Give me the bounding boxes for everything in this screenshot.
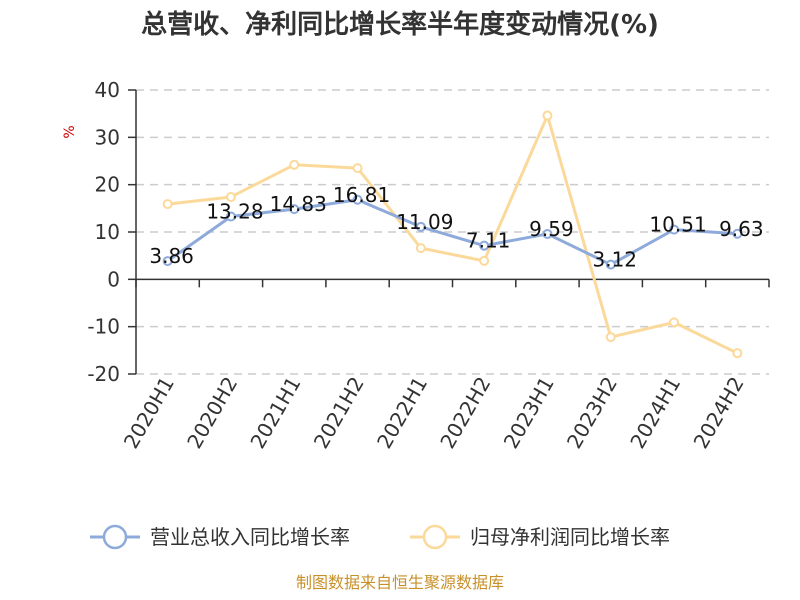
y-axis-label: % bbox=[62, 125, 78, 138]
y-tick-label-5: -10 bbox=[87, 315, 120, 339]
x-tick-label-0: 2020H1 bbox=[119, 373, 179, 453]
x-tick-label-4: 2022H1 bbox=[372, 373, 432, 453]
data-point-1-6 bbox=[542, 110, 553, 121]
gridlines bbox=[136, 89, 769, 375]
legend-marker-0 bbox=[102, 524, 128, 550]
x-tick-label-5: 2022H2 bbox=[435, 373, 495, 453]
data-point-1-7 bbox=[605, 332, 616, 343]
legend-item-0: 营业总收入同比增长率 bbox=[90, 524, 350, 550]
data-point-1-8 bbox=[669, 317, 680, 328]
data-point-0-8 bbox=[669, 224, 680, 235]
data-point-0-9 bbox=[732, 228, 743, 239]
data-point-0-0 bbox=[162, 256, 173, 267]
chart-title: 总营收、净利同比增长率半年度变动情况(%) bbox=[141, 9, 659, 40]
data-point-0-3 bbox=[352, 194, 363, 205]
legend-item-1: 归母净利润同比增长率 bbox=[410, 524, 670, 550]
y-tick-label-2: 20 bbox=[95, 173, 120, 197]
x-tick-label-2: 2021H1 bbox=[245, 373, 305, 453]
legend: 营业总收入同比增长率 归母净利润同比增长率 bbox=[90, 524, 670, 550]
y-tick-labels: 40 30 20 10 0 -10 -20 bbox=[87, 78, 136, 386]
x-tick-label-8: 2024H1 bbox=[625, 373, 685, 453]
y-tick-label-6: -20 bbox=[87, 362, 120, 386]
y-tick-label-4: 0 bbox=[107, 267, 120, 291]
data-label-4: 11.09 bbox=[396, 210, 453, 234]
series-line-0 bbox=[166, 198, 738, 267]
y-tick-label-3: 10 bbox=[95, 220, 120, 244]
data-point-0-5 bbox=[479, 240, 490, 251]
data-point-1-0 bbox=[162, 199, 173, 210]
data-point-1-4 bbox=[415, 243, 426, 254]
source-text: 制图数据来自恒生聚源数据库 bbox=[296, 573, 504, 592]
data-label-1: 13.28 bbox=[206, 199, 263, 223]
legend-label-1: 归母净利润同比增长率 bbox=[470, 525, 670, 549]
x-tick-labels: 2020H1 2020H2 2021H1 2021H2 2022H1 2022H2 2023… bbox=[119, 373, 749, 453]
data-label-9: 9.63 bbox=[719, 217, 764, 241]
x-tick-label-3: 2021H2 bbox=[309, 373, 369, 453]
data-point-0-1 bbox=[225, 211, 236, 222]
legend-label-0: 营业总收入同比增长率 bbox=[150, 525, 350, 549]
series-1 bbox=[162, 110, 743, 359]
x-tick-label-1: 2020H2 bbox=[182, 373, 242, 453]
data-point-1-2 bbox=[289, 159, 300, 170]
data-point-0-4 bbox=[415, 221, 426, 232]
data-point-1-1 bbox=[225, 191, 236, 202]
series-0 bbox=[162, 194, 743, 270]
data-label-5: 7.11 bbox=[466, 229, 511, 253]
data-point-1-9 bbox=[732, 348, 743, 359]
x-tick-label-9: 2024H2 bbox=[689, 373, 749, 453]
data-label-6: 9.59 bbox=[529, 217, 574, 241]
data-label-3: 16.81 bbox=[333, 183, 390, 207]
data-point-0-2 bbox=[289, 204, 300, 215]
data-point-0-7 bbox=[605, 259, 616, 270]
legend-marker-1 bbox=[422, 524, 448, 550]
data-label-8: 10.51 bbox=[649, 213, 706, 237]
data-point-0-6 bbox=[542, 228, 553, 239]
y-tick-label-1: 30 bbox=[95, 125, 120, 149]
x-tick-label-6: 2023H1 bbox=[499, 373, 559, 453]
data-label-0: 3.86 bbox=[149, 244, 194, 268]
data-label-7: 3.12 bbox=[592, 248, 637, 272]
data-point-1-3 bbox=[352, 163, 363, 174]
series-line-1 bbox=[167, 114, 739, 355]
y-tick-label-0: 40 bbox=[95, 78, 120, 102]
data-point-1-5 bbox=[479, 255, 490, 266]
x-tick-label-7: 2023H2 bbox=[562, 373, 622, 453]
data-label-2: 14.83 bbox=[270, 192, 327, 216]
